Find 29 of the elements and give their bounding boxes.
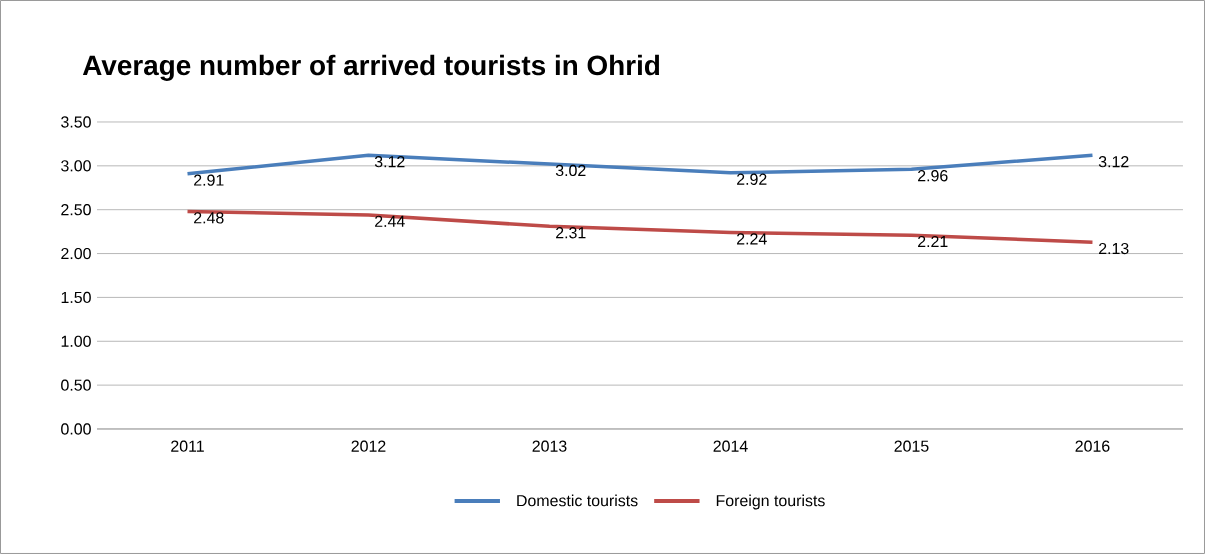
chart-title: Average number of arrived tourists in Ohrid bbox=[82, 54, 660, 81]
y-tick-label: 0.00 bbox=[61, 423, 91, 435]
y-tick-label: 1.50 bbox=[61, 291, 91, 304]
y-tick-label: 0.50 bbox=[61, 379, 91, 391]
y-tick-label: 3.00 bbox=[61, 160, 91, 172]
data-label: 3.12 bbox=[1098, 156, 1129, 168]
x-tick-label: 2012 bbox=[351, 440, 386, 452]
data-label: 2.21 bbox=[918, 235, 948, 248]
x-tick-label: 2011 bbox=[171, 440, 204, 452]
y-tick-label: 3.50 bbox=[61, 116, 91, 128]
x-tick-label: 2015 bbox=[894, 440, 929, 452]
legend-label: Foreign tourists bbox=[716, 494, 825, 510]
y-tick-label: 2.00 bbox=[61, 247, 91, 260]
data-label: 2.44 bbox=[375, 215, 405, 227]
data-label: 2.92 bbox=[737, 173, 767, 185]
data-label: 2.48 bbox=[194, 212, 224, 224]
y-tick-label: 1.00 bbox=[61, 335, 91, 347]
data-label: 3.02 bbox=[555, 164, 586, 177]
legend-label: Domestic tourists bbox=[517, 494, 638, 507]
y-tick-label: 2.50 bbox=[61, 204, 91, 216]
data-label: 2.91 bbox=[194, 174, 224, 186]
data-label: 3.12 bbox=[374, 156, 405, 168]
data-label: 2.24 bbox=[737, 233, 767, 245]
data-label: 2.13 bbox=[1099, 242, 1129, 255]
x-tick-label: 2016 bbox=[1075, 440, 1110, 452]
x-tick-label: 2013 bbox=[532, 440, 567, 452]
data-label: 2.96 bbox=[918, 170, 948, 182]
x-tick-label: 2014 bbox=[713, 440, 748, 452]
data-label: 2.31 bbox=[556, 227, 586, 239]
